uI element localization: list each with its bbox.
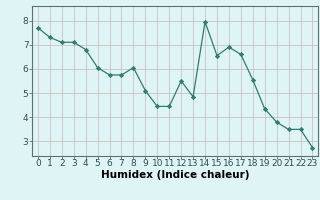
X-axis label: Humidex (Indice chaleur): Humidex (Indice chaleur) (101, 170, 250, 180)
